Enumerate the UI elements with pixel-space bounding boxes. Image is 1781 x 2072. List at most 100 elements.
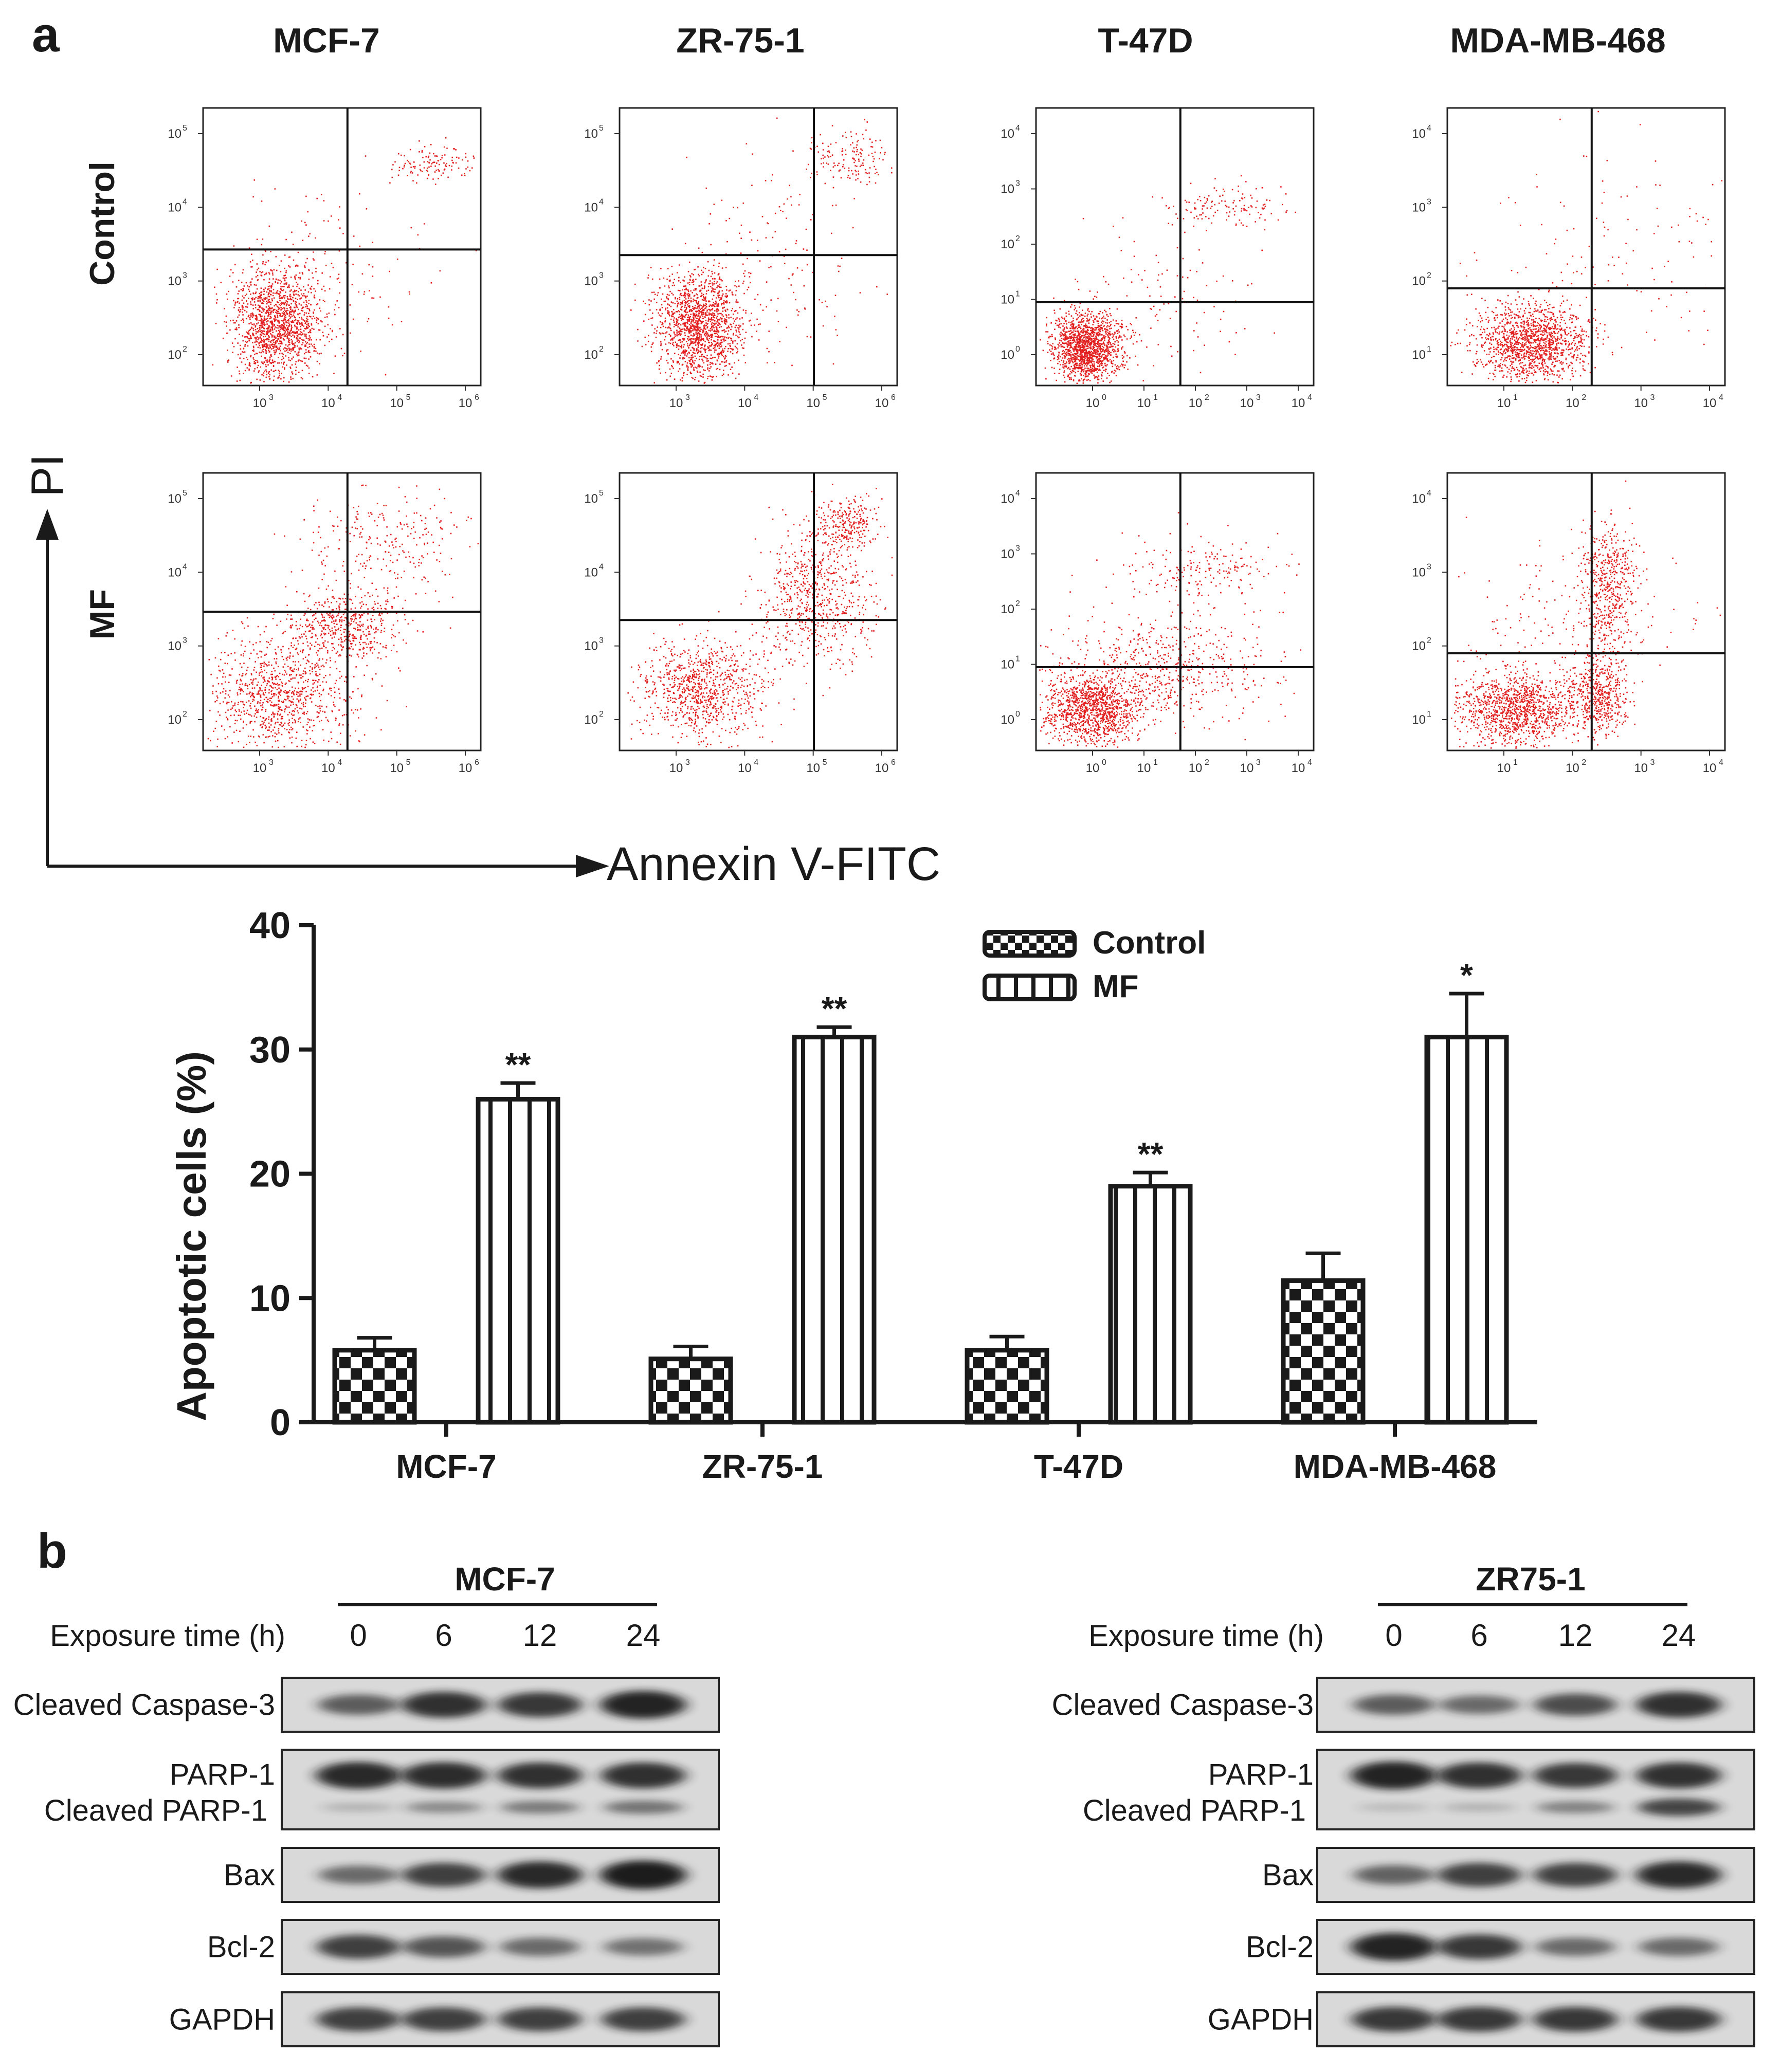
y-tick-exponent: 4 bbox=[1015, 124, 1020, 133]
scatter-dots bbox=[1450, 111, 1723, 383]
y-tick-label: 10 bbox=[168, 200, 181, 214]
panel-a-label: a bbox=[32, 7, 60, 62]
protein-band bbox=[318, 1865, 398, 1884]
bar-mf-4 bbox=[1424, 1035, 1509, 1425]
x-tick-exponent: 5 bbox=[406, 758, 411, 767]
x-tick-label: 10 bbox=[1292, 761, 1305, 775]
protein-band bbox=[1438, 1863, 1521, 1887]
x-tick-exponent: 0 bbox=[1102, 393, 1106, 402]
x-tick-label: 10 bbox=[1634, 761, 1648, 775]
y-tick-label: 10 bbox=[1001, 658, 1014, 672]
x-tick-exponent: 6 bbox=[475, 758, 479, 767]
x-tick-label: ZR-75-1 bbox=[702, 1448, 823, 1485]
x-tick-label: 10 bbox=[1497, 396, 1511, 410]
x-tick-label: T-47D bbox=[1034, 1448, 1123, 1485]
time-point-label: 24 bbox=[1662, 1618, 1696, 1653]
bar-mf-3 bbox=[1108, 1184, 1193, 1425]
protein-band bbox=[402, 2007, 485, 2031]
x-tick-label: 10 bbox=[321, 761, 335, 775]
y-tick-exponent: 2 bbox=[183, 710, 187, 719]
bar-control-2 bbox=[648, 1356, 733, 1425]
y-tick-label: 10 bbox=[584, 200, 598, 214]
x-tick-label: 10 bbox=[459, 396, 472, 410]
y-tick-label: 10 bbox=[168, 348, 181, 362]
blot-strip bbox=[1316, 1749, 1755, 1830]
bar-chart-y-label: Apoptotic cells (%) bbox=[169, 1051, 214, 1421]
scatter-plot-mf-4: 10 1 10 2 10 3 10 410 110 210 310 4 bbox=[1412, 472, 1726, 775]
protein-band bbox=[318, 1694, 399, 1715]
y-tick-exponent: 4 bbox=[183, 197, 187, 206]
scatter-dots bbox=[1040, 175, 1296, 384]
x-tick-exponent: 4 bbox=[1307, 393, 1312, 402]
legend: Control MF bbox=[983, 925, 1206, 1004]
y-tick-label: 10 bbox=[168, 639, 181, 653]
protein-band bbox=[402, 1863, 485, 1887]
scatter-dots bbox=[1039, 512, 1301, 748]
y-tick-label: 30 bbox=[249, 1030, 290, 1071]
x-tick-label: 10 bbox=[1634, 396, 1648, 410]
protein-band bbox=[401, 1692, 486, 1718]
protein-band bbox=[498, 2007, 581, 2031]
protein-label: Bcl-2 bbox=[1246, 1931, 1314, 1964]
pi-annexin-axes bbox=[36, 509, 609, 877]
bar-marks: ******* bbox=[332, 957, 1509, 1425]
cleaved-protein-band bbox=[500, 1801, 579, 1814]
x-tick-label: 10 bbox=[669, 396, 683, 410]
x-tick-exponent: 1 bbox=[1153, 758, 1158, 767]
y-tick-exponent: 2 bbox=[1015, 234, 1020, 243]
bar-mf-1 bbox=[476, 1096, 560, 1425]
legend-label-control: Control bbox=[1093, 925, 1206, 961]
scatter-plot-control-2: 10 3 10 4 10 5 10 610 210 310 410 5 bbox=[584, 107, 898, 410]
y-tick-label: 10 bbox=[584, 348, 598, 362]
x-tick-exponent: 3 bbox=[269, 393, 274, 402]
cleaved-protein-band bbox=[1356, 1804, 1431, 1811]
time-point-label: 12 bbox=[1558, 1618, 1593, 1653]
y-tick-exponent: 4 bbox=[183, 562, 187, 571]
scatter-points bbox=[1450, 111, 1723, 383]
x-tick-label: 10 bbox=[390, 761, 404, 775]
scatter-frame bbox=[1446, 107, 1726, 387]
y-tick-label: 10 bbox=[584, 639, 598, 653]
y-tick-exponent: 2 bbox=[1427, 271, 1431, 280]
x-tick-exponent: 3 bbox=[269, 758, 274, 767]
protein-band bbox=[497, 1762, 583, 1789]
protein-label: Bcl-2 bbox=[207, 1931, 275, 1964]
y-tick-exponent: 3 bbox=[599, 271, 604, 280]
y-tick-exponent: 2 bbox=[599, 710, 604, 719]
protein-band bbox=[1353, 1694, 1434, 1715]
x-tick-exponent: 3 bbox=[1256, 758, 1261, 767]
bar-mf-2 bbox=[792, 1035, 877, 1425]
x-tick-label: 10 bbox=[1703, 761, 1717, 775]
significance-marker: * bbox=[1460, 957, 1473, 994]
x-tick-exponent: 5 bbox=[823, 393, 827, 402]
x-tick-label: 10 bbox=[738, 761, 752, 775]
y-tick-label: 10 bbox=[168, 127, 181, 141]
protein-band bbox=[317, 2007, 400, 2031]
y-tick-exponent: 1 bbox=[1427, 710, 1431, 719]
scatter-plot-control-1: 10 3 10 4 10 5 10 610 210 310 410 5 bbox=[168, 107, 482, 410]
blot-strip bbox=[281, 1749, 720, 1830]
x-tick-label: 10 bbox=[321, 396, 335, 410]
pi-axis-arrowhead bbox=[36, 509, 59, 540]
x-tick-label: 10 bbox=[738, 396, 752, 410]
exposure-time-label: Exposure time (h) bbox=[50, 1619, 285, 1653]
scatter-points bbox=[212, 137, 477, 384]
y-tick-exponent: 4 bbox=[599, 562, 604, 571]
y-tick-label: 10 bbox=[584, 713, 598, 727]
y-tick-label: 10 bbox=[1001, 182, 1014, 196]
protein-band bbox=[317, 1935, 400, 1959]
x-tick-exponent: 1 bbox=[1513, 758, 1518, 767]
protein-band bbox=[600, 1860, 686, 1890]
significance-marker: ** bbox=[505, 1046, 531, 1083]
x-tick-label: 10 bbox=[1240, 761, 1254, 775]
x-tick-exponent: 3 bbox=[1650, 758, 1655, 767]
protein-band bbox=[403, 1936, 485, 1958]
legend-swatch-mf bbox=[983, 974, 1077, 1001]
protein-label: Cleaved Caspase-3 bbox=[1052, 1689, 1314, 1722]
western-blots: MCF-7 Exposure time (h) 0 6 12 24 Cleaved Casp… bbox=[13, 1561, 1755, 2047]
y-tick-exponent: 2 bbox=[183, 345, 187, 354]
x-tick-label: 10 bbox=[390, 396, 404, 410]
protein-label: Bax bbox=[1262, 1859, 1314, 1892]
y-tick-exponent: 0 bbox=[1015, 345, 1020, 354]
protein-band bbox=[1437, 1762, 1522, 1789]
